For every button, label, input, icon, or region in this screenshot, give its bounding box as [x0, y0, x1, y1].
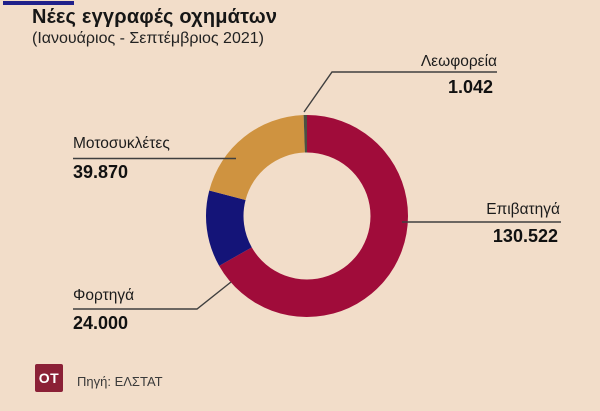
value-trucks: 24.000	[73, 313, 129, 333]
donut-segment-Φορτηγά[interactable]	[206, 190, 252, 266]
value-buses: 1.042	[447, 77, 493, 97]
value-motorcycles: 39.870	[73, 162, 129, 182]
chart-subtitle: (Ιανουάριος - Σεπτέμβριος 2021)	[32, 30, 264, 47]
ot-logo-text: OT	[38, 370, 60, 386]
source-text: Πηγή: ΕΛΣΤΑΤ	[77, 374, 163, 389]
label-motorcycles: Μοτοσυκλέτες	[73, 135, 170, 152]
label-buses: Λεωφορεία	[420, 53, 497, 70]
donut-segment-Μοτοσυκλέτες[interactable]	[209, 115, 305, 200]
ot-logo: OT	[35, 364, 63, 392]
chart-title: Νέες εγγραφές οχημάτων	[32, 6, 278, 28]
accent-bar	[3, 1, 74, 5]
donut-segment-Λεωφορεία[interactable]	[303, 115, 307, 153]
label-passenger-cars: Επιβατηγά	[486, 201, 560, 218]
label-trucks: Φορτηγά	[73, 287, 135, 304]
donut-segment-Επιβατηγά[interactable]	[219, 114, 409, 317]
value-passenger-cars: 130.522	[492, 226, 558, 246]
